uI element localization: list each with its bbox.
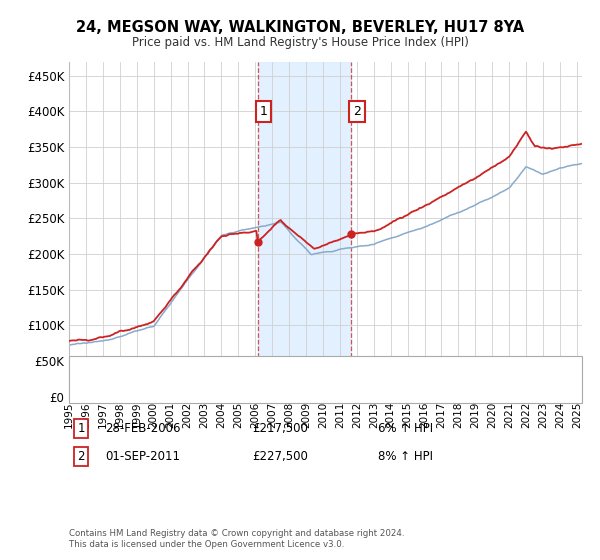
- Text: 24, MEGSON WAY, WALKINGTON, BEVERLEY, HU17 8YA (detached house): 24, MEGSON WAY, WALKINGTON, BEVERLEY, HU…: [99, 360, 479, 370]
- Text: 01-SEP-2011: 01-SEP-2011: [105, 450, 180, 463]
- Text: 8% ↑ HPI: 8% ↑ HPI: [378, 450, 433, 463]
- Text: ——: ——: [78, 385, 103, 399]
- Text: 24, MEGSON WAY, WALKINGTON, BEVERLEY, HU17 8YA: 24, MEGSON WAY, WALKINGTON, BEVERLEY, HU…: [76, 20, 524, 35]
- Text: 2: 2: [353, 105, 361, 118]
- Text: Contains HM Land Registry data © Crown copyright and database right 2024.
This d: Contains HM Land Registry data © Crown c…: [69, 529, 404, 549]
- Text: ——: ——: [78, 358, 103, 372]
- Text: 1: 1: [260, 105, 268, 118]
- Text: HPI: Average price, detached house, East Riding of Yorkshire: HPI: Average price, detached house, East…: [99, 387, 415, 397]
- Text: 2: 2: [77, 450, 85, 463]
- Text: 28-FEB-2006: 28-FEB-2006: [105, 422, 181, 435]
- Text: £227,500: £227,500: [252, 450, 308, 463]
- Text: £217,500: £217,500: [252, 422, 308, 435]
- Text: 6% ↑ HPI: 6% ↑ HPI: [378, 422, 433, 435]
- Text: Price paid vs. HM Land Registry's House Price Index (HPI): Price paid vs. HM Land Registry's House …: [131, 36, 469, 49]
- Text: 1: 1: [77, 422, 85, 435]
